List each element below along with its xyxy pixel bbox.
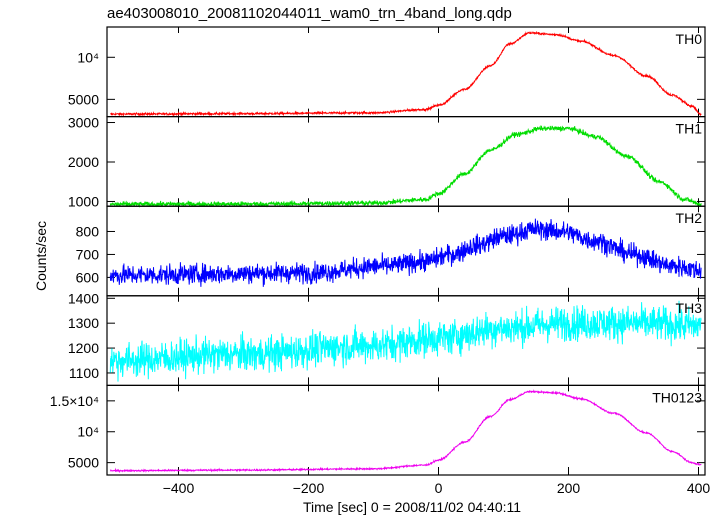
- y-tick-label: 1300: [68, 315, 99, 331]
- panel-label: TH0123: [652, 389, 702, 405]
- panel-th0123: 5000 10⁴ 1.5×10⁴ TH0123: [50, 384, 706, 476]
- y-tick-label: 800: [76, 223, 100, 239]
- y-tick-label: 600: [76, 269, 100, 285]
- panels-group: 5000 10⁴ TH0 1000 2000 3000 TH1 600 700 800 TH2 110…: [50, 26, 706, 476]
- panel-label: TH3: [676, 300, 703, 316]
- y-tick-label: 10⁴: [77, 424, 99, 440]
- series-line-th2: [109, 218, 702, 287]
- panel-th2: 600 700 800 TH2: [76, 205, 706, 297]
- y-axis-label: Counts/sec: [33, 221, 49, 291]
- series-line-th0: [110, 30, 702, 117]
- y-tick-label: 5000: [68, 455, 99, 471]
- x-axis: −400 −200 0 200 400: [163, 480, 711, 496]
- panel-frame: [106, 115, 706, 207]
- panel-th0: 5000 10⁴ TH0: [68, 26, 706, 118]
- y-tick-label: 1100: [69, 365, 99, 381]
- y-tick-label: 1.5×10⁴: [50, 393, 99, 409]
- panel-label: TH1: [676, 121, 703, 137]
- panel-frame: [106, 384, 706, 476]
- y-tick-label: 3000: [68, 115, 99, 131]
- y-tick-label: 5000: [68, 91, 99, 107]
- series-line-th1: [109, 125, 702, 208]
- panel-th1: 1000 2000 3000 TH1: [68, 115, 706, 209]
- panel-label: TH2: [676, 210, 703, 226]
- x-axis-label: Time [sec] 0 = 2008/11/02 04:40:11: [303, 499, 521, 515]
- y-tick-label: 700: [76, 246, 100, 262]
- series-line-th3: [109, 300, 702, 382]
- x-tick-label: −400: [163, 480, 195, 496]
- y-tick-label: 1000: [68, 193, 99, 209]
- y-tick-label: 1400: [68, 290, 99, 306]
- series-line-th0123: [109, 389, 702, 474]
- y-tick-label: 1200: [68, 340, 99, 356]
- panel-frame: [106, 26, 706, 118]
- y-tick-label: 2000: [68, 154, 99, 170]
- y-tick-label: 10⁴: [77, 49, 99, 65]
- x-tick-label: −200: [293, 480, 325, 496]
- x-tick-label: 0: [435, 480, 443, 496]
- chart-title: ae403008010_20081102044011_wam0_trn_4ban…: [107, 5, 512, 22]
- panel-label: TH0: [676, 31, 703, 47]
- panel-th3: 1100 1200 1300 1400 TH3: [68, 290, 706, 386]
- x-tick-label: 200: [557, 480, 581, 496]
- x-tick-label: 400: [687, 480, 711, 496]
